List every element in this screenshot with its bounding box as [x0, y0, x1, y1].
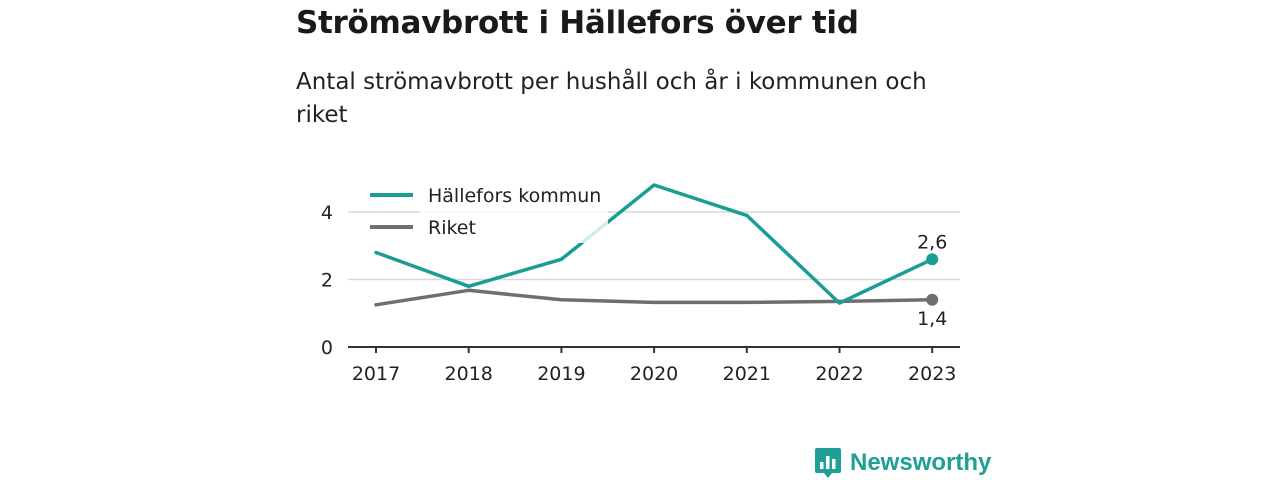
- x-tick-label: 2022: [815, 363, 863, 385]
- data-label: 2,6: [917, 231, 947, 253]
- x-tick-label: 2017: [352, 363, 400, 385]
- x-tick-label: 2023: [908, 363, 956, 385]
- x-tick-label: 2019: [537, 363, 585, 385]
- y-tick-label: 2: [321, 270, 333, 292]
- x-tick-label: 2020: [630, 363, 678, 385]
- series-line: [374, 183, 934, 305]
- newsworthy-logo-icon: [815, 448, 841, 478]
- legend-label: Riket: [428, 217, 476, 239]
- y-tick-label: 0: [321, 337, 333, 359]
- chart-title: Strömavbrott i Hällefors över tid: [296, 5, 859, 41]
- x-tick-label: 2021: [723, 363, 771, 385]
- y-tick-label: 4: [321, 202, 333, 224]
- series-end-point: [926, 253, 939, 266]
- legend-background: [420, 181, 608, 243]
- brand-logo: Newsworthy: [814, 446, 991, 480]
- legend-label: Hällefors kommun: [428, 185, 601, 207]
- series-end-point: [926, 293, 939, 306]
- x-tick-label: 2018: [445, 363, 493, 385]
- chart-subtitle: Antal strömavbrott per hushåll och år i …: [296, 69, 927, 128]
- data-label: 1,4: [917, 308, 947, 330]
- brand-name: Newsworthy: [850, 449, 992, 476]
